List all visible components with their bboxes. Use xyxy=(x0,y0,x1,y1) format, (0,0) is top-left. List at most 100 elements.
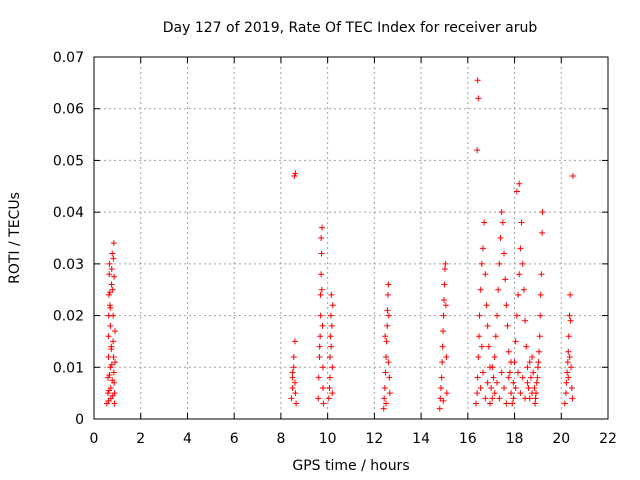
data-point xyxy=(290,353,297,360)
data-point xyxy=(508,359,515,366)
data-point xyxy=(526,359,533,366)
data-point xyxy=(478,260,485,267)
data-point xyxy=(443,353,450,360)
x-tick-label: 8 xyxy=(276,431,285,447)
data-point xyxy=(326,374,333,381)
data-point xyxy=(105,291,112,298)
data-point xyxy=(105,397,112,404)
x-tick-label: 18 xyxy=(506,431,524,447)
data-points xyxy=(103,77,576,412)
data-point xyxy=(565,333,572,340)
data-point xyxy=(384,307,391,314)
data-point xyxy=(384,291,391,298)
data-point xyxy=(386,390,393,397)
data-point xyxy=(481,219,488,226)
data-point xyxy=(106,271,113,278)
x-tick-label: 6 xyxy=(230,431,239,447)
data-point xyxy=(501,384,508,391)
data-point xyxy=(437,395,444,402)
data-point xyxy=(382,369,389,376)
data-point xyxy=(106,260,113,267)
data-point xyxy=(484,379,491,386)
data-point xyxy=(472,400,479,407)
data-point xyxy=(483,302,490,309)
data-point xyxy=(509,400,516,407)
data-point xyxy=(440,397,447,404)
data-point xyxy=(477,384,484,391)
data-point xyxy=(531,384,538,391)
data-point xyxy=(522,317,529,324)
data-point xyxy=(438,374,445,381)
data-point xyxy=(523,343,530,350)
data-point xyxy=(437,384,444,391)
data-point xyxy=(569,395,576,402)
x-tick-label: 2 xyxy=(136,431,145,447)
data-point xyxy=(485,343,492,350)
data-point xyxy=(381,395,388,402)
data-point xyxy=(318,250,325,257)
data-point xyxy=(536,348,543,355)
data-point xyxy=(108,346,115,353)
grid-lines xyxy=(94,57,608,419)
x-tick-label: 22 xyxy=(599,431,617,447)
data-point xyxy=(504,322,511,329)
data-point xyxy=(383,353,390,360)
data-point xyxy=(532,400,539,407)
data-point xyxy=(111,273,118,280)
data-point xyxy=(105,387,112,394)
x-tick-label: 4 xyxy=(183,431,192,447)
data-point xyxy=(108,361,115,368)
data-point xyxy=(384,322,391,329)
data-point xyxy=(536,333,543,340)
data-point xyxy=(108,266,115,273)
data-point xyxy=(440,328,447,335)
data-point xyxy=(565,348,572,355)
data-point xyxy=(474,390,481,397)
data-point xyxy=(110,369,117,376)
data-point xyxy=(564,369,571,376)
data-point xyxy=(381,384,388,391)
data-point xyxy=(436,405,443,412)
data-point xyxy=(537,312,544,319)
data-point xyxy=(567,291,574,298)
data-point xyxy=(316,353,323,360)
data-point xyxy=(566,312,573,319)
data-point xyxy=(443,390,450,397)
data-point xyxy=(326,353,333,360)
data-point xyxy=(496,395,503,402)
data-point xyxy=(110,240,117,247)
x-tick-label: 0 xyxy=(90,431,99,447)
data-point xyxy=(482,271,489,278)
data-point xyxy=(110,338,117,345)
data-point xyxy=(534,364,541,371)
data-point xyxy=(476,312,483,319)
y-tick-label: 0.03 xyxy=(53,257,84,273)
data-point xyxy=(112,328,119,335)
data-point xyxy=(290,364,297,371)
data-point xyxy=(498,369,505,376)
data-point xyxy=(524,364,531,371)
data-point xyxy=(489,395,496,402)
data-point xyxy=(317,312,324,319)
data-point xyxy=(491,390,498,397)
data-point xyxy=(105,390,112,397)
data-point xyxy=(291,172,298,179)
data-point xyxy=(106,289,113,296)
data-point xyxy=(497,235,504,241)
data-point xyxy=(518,219,525,226)
y-tick-label: 0.01 xyxy=(53,360,84,376)
chart-title: Day 127 of 2019, Rate Of TEC Index for r… xyxy=(163,20,538,36)
data-point xyxy=(385,312,392,319)
data-point xyxy=(519,260,526,267)
data-point xyxy=(109,250,116,257)
data-point xyxy=(515,291,522,298)
data-point xyxy=(106,372,113,379)
data-point xyxy=(516,271,523,278)
data-point xyxy=(562,390,569,397)
data-point xyxy=(440,297,447,304)
plot-frame xyxy=(93,56,609,420)
data-point xyxy=(537,291,544,298)
data-point xyxy=(533,379,540,386)
data-point xyxy=(474,374,481,381)
data-point xyxy=(329,302,336,309)
